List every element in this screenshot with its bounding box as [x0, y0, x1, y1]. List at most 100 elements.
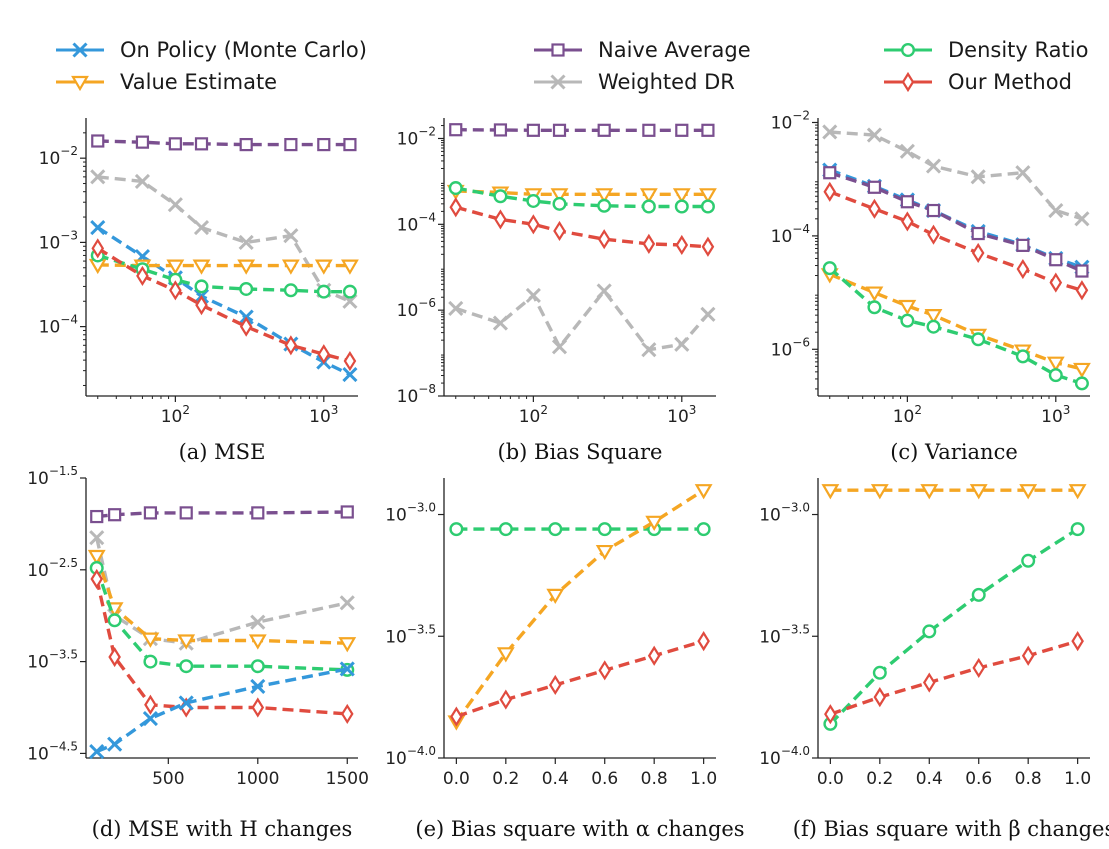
series-mc [90, 220, 358, 383]
data-point [143, 506, 158, 520]
x-tick-label: 103 [667, 403, 696, 427]
data-point [927, 224, 940, 245]
data-point [492, 315, 508, 331]
legend-entry-om: Our Method [884, 70, 1072, 94]
data-point [316, 284, 331, 299]
circle-icon [901, 43, 916, 58]
series-line-na [96, 510, 348, 519]
y-tick-label: 10−4.0 [759, 744, 810, 769]
series-line-dr [95, 567, 348, 672]
data-point [89, 530, 105, 546]
series-line-ve [97, 263, 350, 268]
x-tick-label: 500 [152, 769, 184, 789]
data-point [821, 484, 840, 500]
y-tick-label: 10−2.5 [27, 556, 78, 581]
chart-panel-1: 102 103 10−4 10−3 10−2 (a) MSE [39, 118, 359, 464]
data-point [144, 694, 157, 715]
data-point [91, 134, 105, 148]
data-point [342, 284, 357, 299]
data-point [926, 203, 941, 218]
data-point [339, 595, 355, 611]
y-tick-label: 10−6 [771, 335, 810, 360]
series-line-wdr [95, 537, 348, 645]
data-point [694, 484, 713, 500]
data-point [134, 173, 150, 189]
series-line-ve [95, 555, 348, 645]
data-point [867, 300, 882, 315]
data-point [177, 634, 196, 650]
data-point [598, 660, 612, 681]
series-dr [822, 261, 1089, 391]
legend-label: Density Ratio [948, 38, 1088, 62]
data-point [1016, 238, 1030, 252]
data-point [342, 366, 358, 383]
panel-caption: (f) Bias square with β changes [793, 817, 1109, 841]
data-point [865, 286, 884, 302]
data-point [498, 522, 513, 537]
data-point [251, 506, 265, 520]
data-point [920, 484, 939, 500]
legend-label: On Policy (Monte Carlo) [120, 38, 367, 62]
series-ve [821, 484, 1087, 500]
data-point [1071, 631, 1084, 652]
y-tick-label: 10−2 [39, 144, 78, 169]
data-point [340, 703, 354, 725]
legend-entry-ve: Value Estimate [56, 70, 277, 94]
series-ve [447, 484, 713, 731]
chart-panel-6: 0.0 0.2 0.4 0.6 0.8 1.0 10−4.0 10−3.5 10−3.0 (f) … [759, 478, 1109, 841]
data-point [179, 659, 194, 674]
y-tick-label: 10−3.0 [385, 501, 436, 526]
series-om [450, 631, 710, 727]
legend-entry-dr: Density Ratio [884, 38, 1088, 62]
data-point [250, 678, 266, 694]
data-point [283, 228, 299, 244]
data-point [546, 588, 565, 605]
data-point [496, 647, 515, 663]
series-dr [448, 181, 715, 214]
series-dr [90, 248, 357, 299]
data-point [90, 169, 106, 185]
panel-caption: (c) Variance [890, 440, 1018, 464]
panel-caption: (d) MSE with H changes [92, 817, 353, 841]
data-point [448, 181, 463, 196]
data-point [341, 259, 359, 275]
data-point [178, 695, 194, 711]
data-point [284, 335, 298, 356]
data-point [239, 137, 253, 152]
data-point [317, 344, 331, 365]
series-mc [822, 162, 1090, 275]
data-point [239, 316, 253, 337]
data-point [1015, 165, 1031, 181]
series-ve [820, 268, 1091, 379]
x-tick-label: 0.4 [916, 769, 943, 789]
data-point [971, 242, 985, 264]
x-tick-label: 0.0 [817, 769, 844, 789]
y-tick-label: 10−4.0 [385, 744, 436, 769]
y-tick-label: 10−3 [39, 228, 78, 253]
data-point [450, 706, 463, 727]
y-tick-label: 10−1.5 [27, 464, 78, 489]
data-point [1048, 202, 1064, 219]
series-ve [87, 549, 357, 653]
data-point [90, 509, 104, 524]
legend: On Policy (Monte Carlo) Value Estimate Nai… [56, 38, 1088, 94]
data-point [314, 259, 333, 275]
data-point [1075, 264, 1089, 278]
series-line-dr [829, 527, 1079, 726]
data-point [449, 123, 463, 137]
data-point [317, 137, 331, 152]
data-point [239, 281, 254, 296]
series-dr [89, 560, 355, 677]
data-point [926, 319, 941, 334]
legend-entry-na: Naive Average [534, 38, 751, 62]
data-point [597, 229, 611, 250]
data-point [595, 188, 614, 204]
y-tick-label: 10−3.0 [759, 501, 810, 526]
data-point [925, 158, 942, 174]
data-point [1073, 362, 1091, 379]
data-point [597, 522, 612, 537]
chart-panel-4: 500 1000 1500 10−4.5 10−3.5 10−2.5 10−1.5 (d) M… [27, 464, 369, 841]
series-dr [449, 522, 711, 537]
data-point [873, 687, 887, 708]
